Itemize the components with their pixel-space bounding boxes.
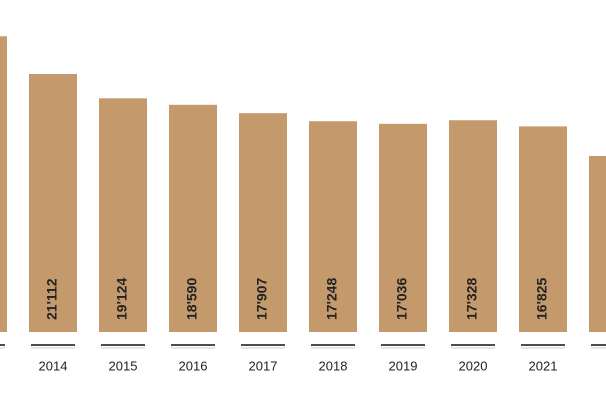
value-label: 16'825	[534, 278, 550, 320]
x-tick-label: 2018	[319, 358, 348, 373]
bar	[589, 156, 606, 332]
bar	[0, 36, 7, 333]
value-label: 17'328	[464, 278, 480, 320]
bar	[169, 104, 217, 333]
bar	[99, 98, 147, 332]
x-tick-label: 2015	[109, 358, 138, 373]
bar	[239, 113, 287, 332]
bar	[449, 120, 497, 332]
x-tick-label: 2014	[39, 358, 68, 373]
value-label: 17'907	[254, 278, 270, 320]
x-tick-label: 2016	[179, 358, 208, 373]
value-label: 17'248	[324, 278, 340, 320]
value-label: 21'112	[44, 278, 60, 320]
bar	[519, 126, 567, 332]
x-tick-label: 2020	[459, 358, 488, 373]
value-label: 18'590	[184, 278, 200, 320]
x-tick-label: 2019	[389, 358, 418, 373]
value-label: 17'036	[394, 278, 410, 320]
x-tick-label: 2017	[249, 358, 278, 373]
bar	[309, 121, 357, 333]
bar	[29, 74, 77, 332]
value-label: 19'124	[114, 278, 130, 320]
bar	[379, 123, 427, 332]
x-tick-label: 2021	[529, 358, 558, 373]
